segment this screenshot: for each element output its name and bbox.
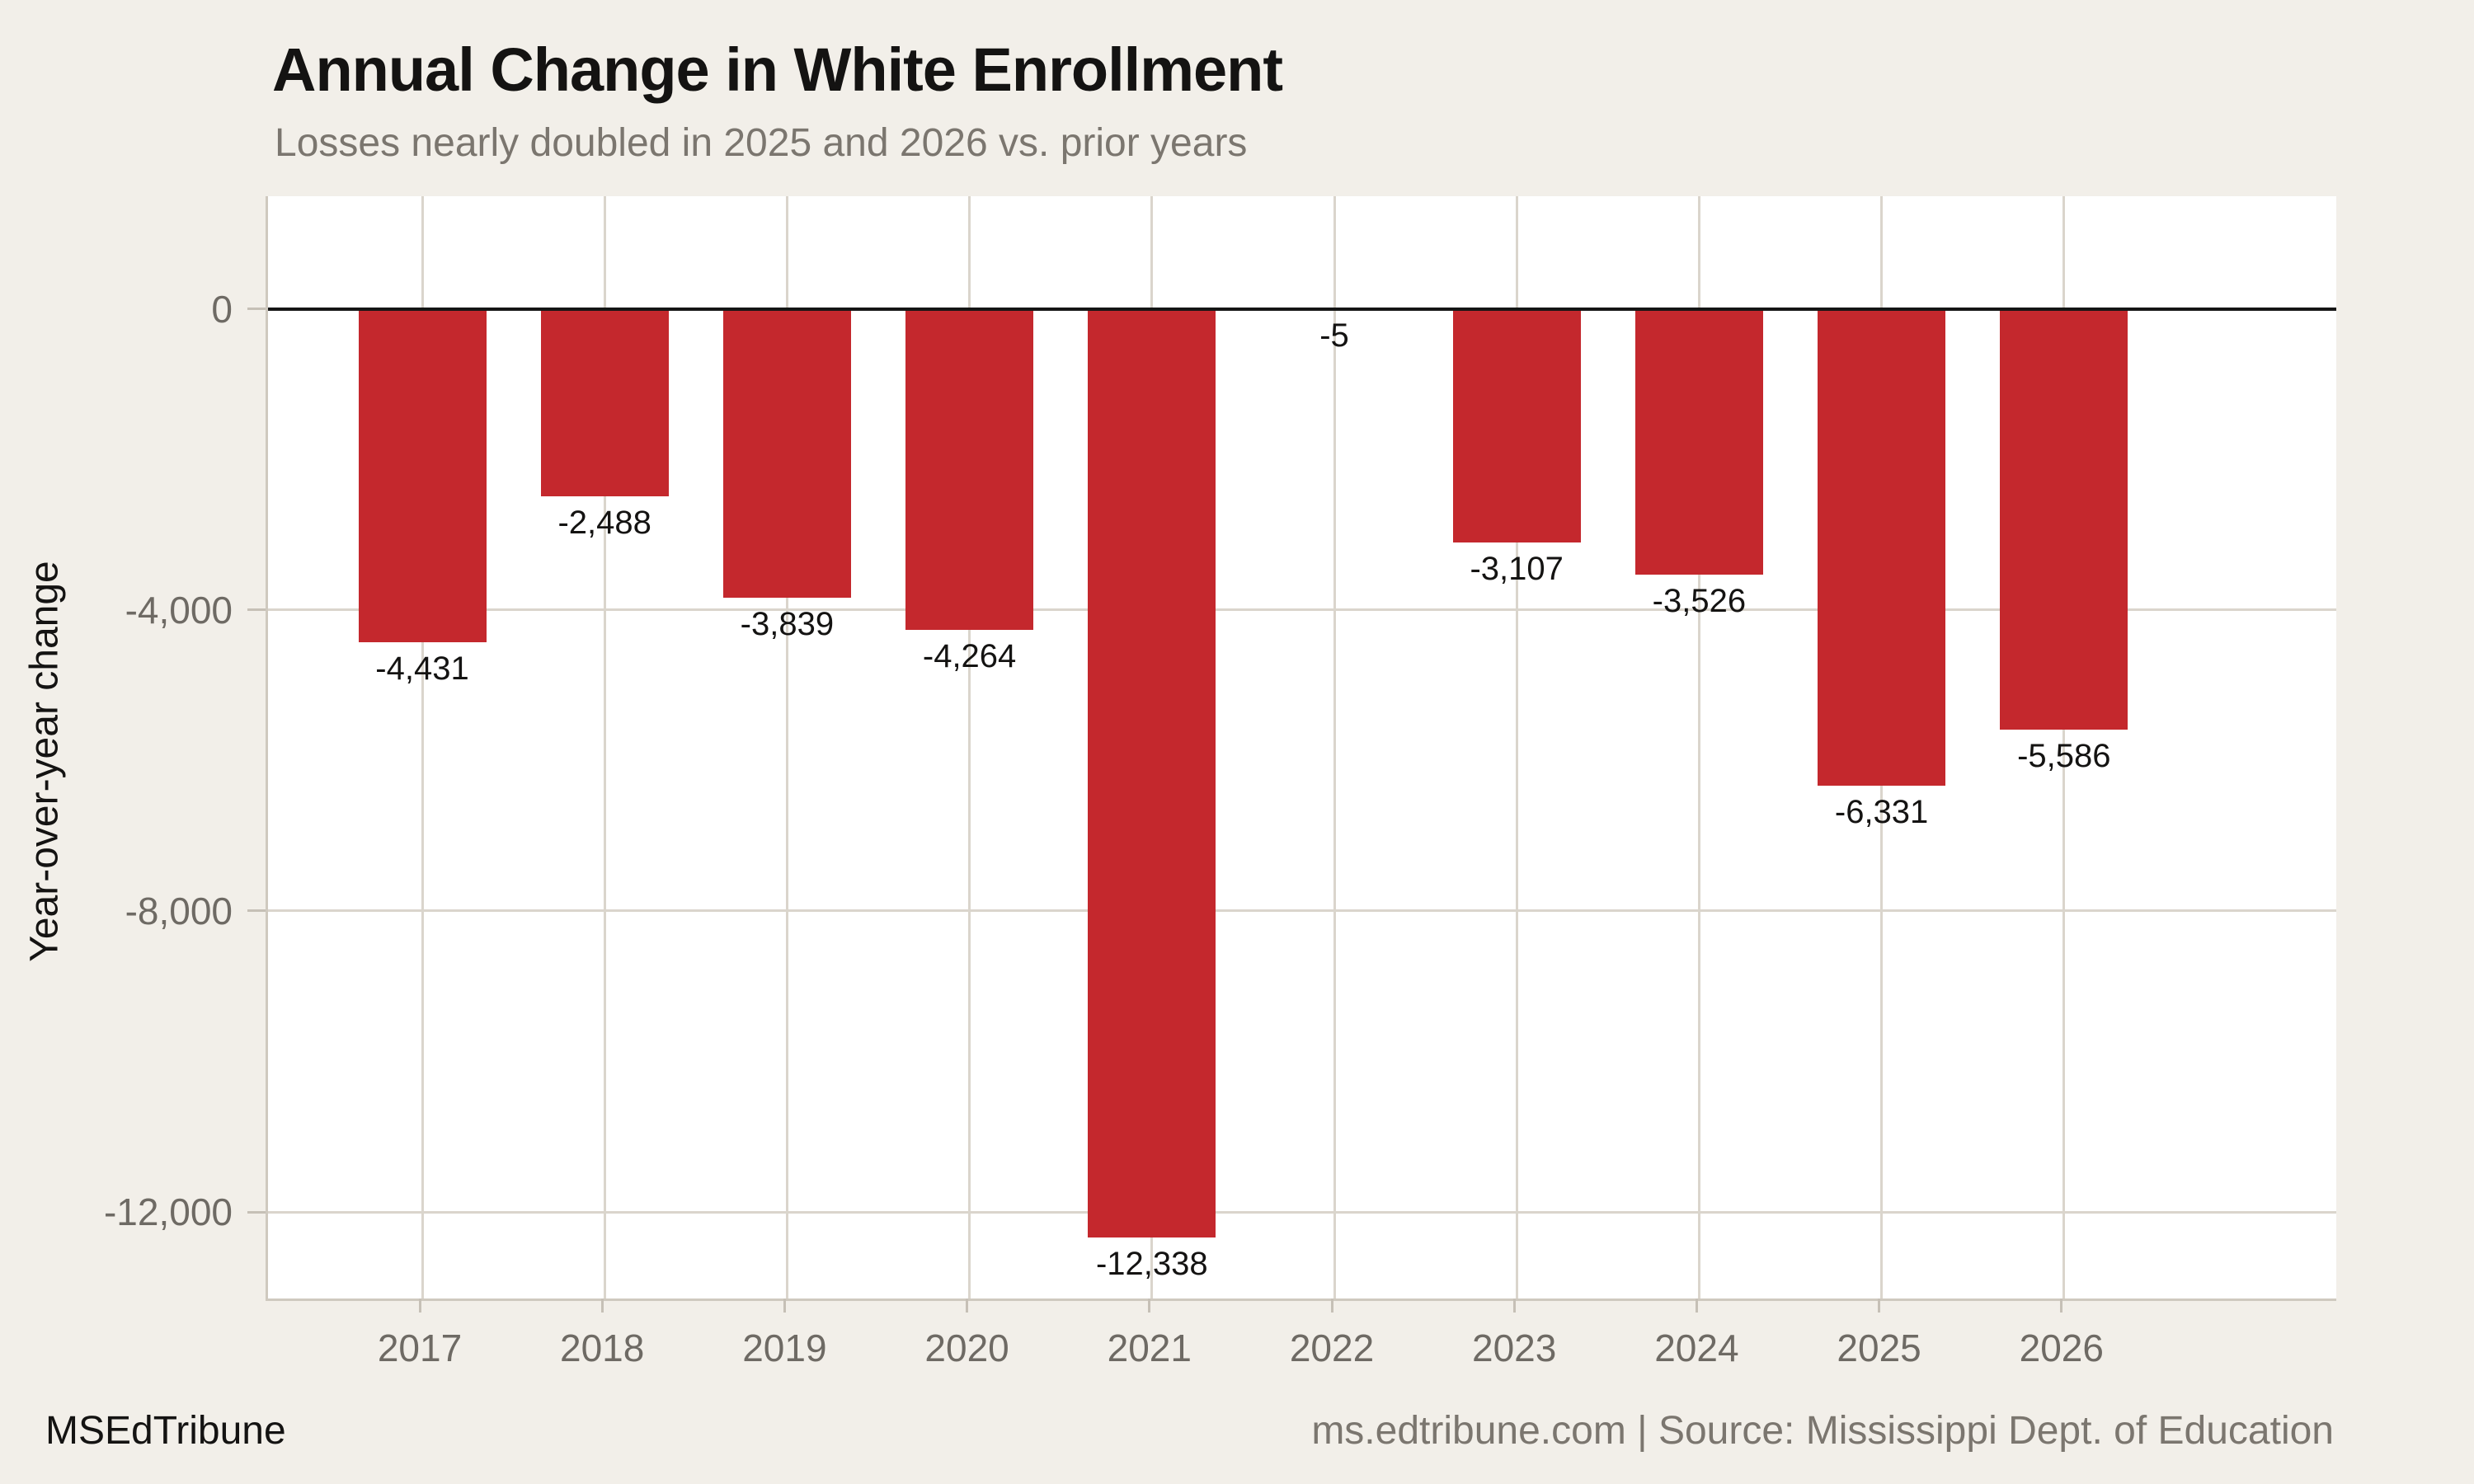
bar-2017 xyxy=(358,308,487,643)
y-tick-label: 0 xyxy=(211,287,233,331)
x-tick-mark xyxy=(600,1298,604,1313)
y-tick-label: -8,000 xyxy=(125,889,233,932)
zero-baseline xyxy=(268,307,2336,311)
y-tick-mark xyxy=(247,909,266,913)
x-tick-mark xyxy=(418,1298,421,1313)
y-tick-mark xyxy=(247,608,266,612)
gridline-vertical xyxy=(1697,196,1700,1298)
gridline-vertical xyxy=(968,196,971,1298)
gridline-horizontal xyxy=(268,608,2336,612)
y-axis-label: Year-over-year change xyxy=(22,561,67,962)
x-tick-label: 2017 xyxy=(377,1327,463,1369)
x-tick-mark xyxy=(1695,1298,1698,1313)
gridline-vertical xyxy=(1515,196,1518,1298)
x-tick-mark xyxy=(1148,1298,1151,1313)
x-tick-mark xyxy=(1330,1298,1333,1313)
chart-subtitle: Losses nearly doubled in 2025 and 2026 v… xyxy=(275,121,1248,165)
x-tick-label: 2025 xyxy=(1837,1327,1921,1369)
bar-value-label: -5,586 xyxy=(2017,737,2111,774)
y-tick-label: -4,000 xyxy=(125,588,233,632)
bar-2018 xyxy=(540,308,669,496)
bar-value-label: -6,331 xyxy=(1834,793,1929,830)
footer-brand: MSEdTribune xyxy=(45,1409,286,1453)
y-tick-mark xyxy=(247,308,266,311)
bar-2023 xyxy=(1452,308,1581,543)
bar-2020 xyxy=(905,308,1034,631)
bar-value-label: -2,488 xyxy=(557,504,651,541)
gridline-vertical xyxy=(785,196,788,1298)
plot-panel: -4,431 -2,488 -3,839 -4,264 -12,338 -5 -3,107 -… xyxy=(266,196,2336,1301)
x-tick-mark xyxy=(966,1298,969,1313)
x-tick-label: 2019 xyxy=(742,1327,827,1369)
x-tick-mark xyxy=(1512,1298,1516,1313)
x-tick-label: 2026 xyxy=(2019,1327,2104,1369)
chart-title: Annual Change in White Enrollment xyxy=(272,35,1283,104)
bar-value-label: -4,264 xyxy=(922,638,1017,675)
footer-source: ms.edtribune.com | Source: Mississippi D… xyxy=(1311,1409,2334,1453)
gridline-vertical xyxy=(2062,196,2066,1298)
bar-value-label: -3,839 xyxy=(740,606,835,643)
bar-value-label: -3,526 xyxy=(1652,582,1747,619)
x-tick-mark xyxy=(783,1298,786,1313)
x-tick-label: 2023 xyxy=(1472,1327,1557,1369)
gridline-vertical xyxy=(421,196,424,1298)
bar-value-label: -5 xyxy=(1319,317,1349,355)
x-tick-label: 2021 xyxy=(1107,1327,1192,1369)
y-tick-mark xyxy=(247,1210,266,1214)
x-tick-mark xyxy=(2060,1298,2063,1313)
x-tick-label: 2022 xyxy=(1289,1327,1375,1369)
x-tick-label: 2024 xyxy=(1654,1327,1739,1369)
y-tick-label: -12,000 xyxy=(103,1190,233,1234)
bar-2026 xyxy=(2000,308,2128,730)
gridline-horizontal xyxy=(268,909,2336,913)
bar-value-label: -12,338 xyxy=(1095,1245,1208,1282)
gridline-vertical xyxy=(1333,196,1336,1298)
bar-2019 xyxy=(722,308,851,599)
gridline-vertical xyxy=(603,196,606,1298)
x-tick-label: 2020 xyxy=(924,1327,1009,1369)
bar-2025 xyxy=(1818,308,1946,786)
bar-2021 xyxy=(1088,308,1216,1237)
bar-value-label: -4,431 xyxy=(375,650,469,688)
x-tick-label: 2018 xyxy=(560,1327,645,1369)
bar-value-label: -3,107 xyxy=(1470,551,1564,588)
gridline-horizontal xyxy=(268,1210,2336,1214)
x-tick-mark xyxy=(1878,1298,1881,1313)
bar-2024 xyxy=(1634,308,1763,575)
